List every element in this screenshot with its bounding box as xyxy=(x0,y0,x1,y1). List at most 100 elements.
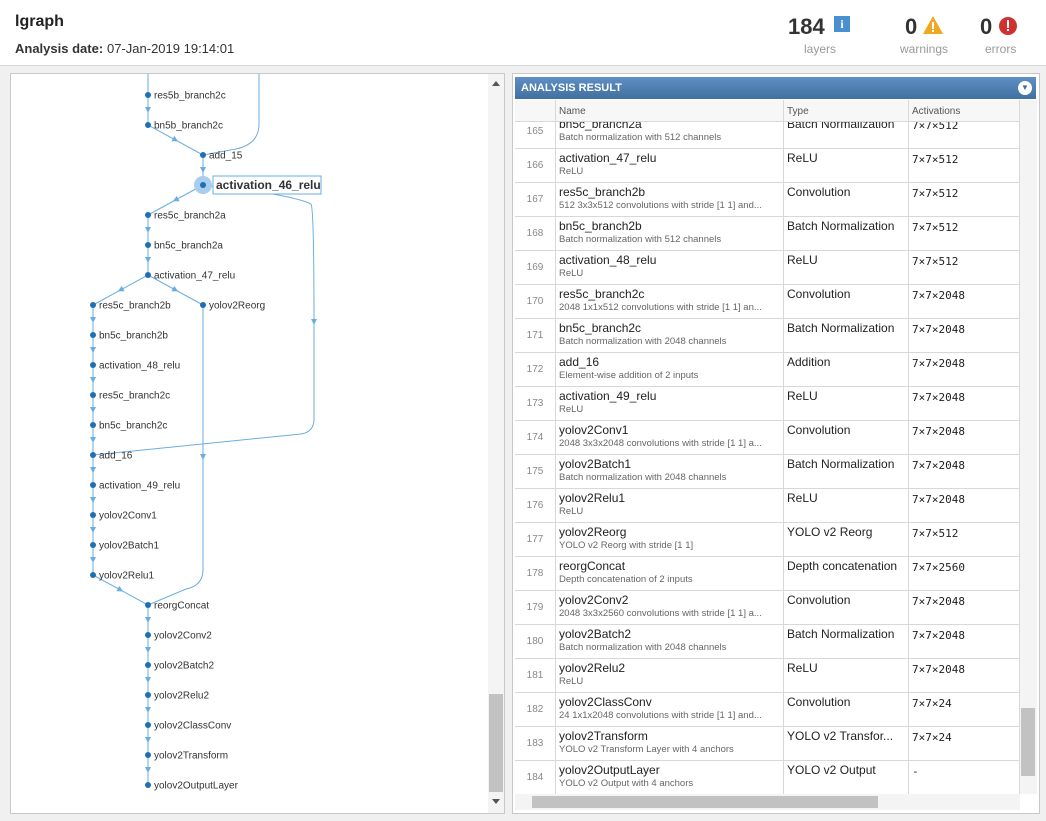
arrow xyxy=(200,454,206,460)
layer-description: Batch normalization with 512 channels xyxy=(559,132,722,143)
h-scrollbar[interactable] xyxy=(515,794,1020,810)
layer-name: yolov2Batch1 xyxy=(559,457,632,471)
layer-name: activation_49_relu xyxy=(559,389,657,403)
header: lgraph Analysis date: 07-Jan-2019 19:14:… xyxy=(0,0,1046,66)
type-cell: Convolution xyxy=(784,693,909,727)
arrow xyxy=(145,737,151,743)
skip-edge xyxy=(202,74,260,156)
row-index: 165 xyxy=(515,122,556,149)
node xyxy=(200,152,206,158)
activations-cell: 7×7×512 xyxy=(909,149,1020,183)
type-cell: ReLU xyxy=(784,489,909,523)
activations-cell: 7×7×512 xyxy=(909,183,1020,217)
name-cell: res5c_branch2b 512 3x3x512 convolutions w… xyxy=(556,183,784,217)
row-index: 178 xyxy=(515,557,556,591)
node-label: bn5c_branch2a xyxy=(154,241,223,252)
row-index: 184 xyxy=(515,761,556,794)
activations-cell: - xyxy=(909,761,1020,794)
name-cell: bn5c_branch2a Batch normalization with 51… xyxy=(556,122,784,149)
node xyxy=(90,362,96,368)
type-cell: ReLU xyxy=(784,251,909,285)
node-label: bn5c_branch2b xyxy=(99,331,168,342)
arrow xyxy=(200,167,206,173)
row-index: 179 xyxy=(515,591,556,625)
h-scrollbar-thumb[interactable] xyxy=(532,796,878,808)
activations-cell: 7×7×2048 xyxy=(909,659,1020,693)
node xyxy=(145,692,151,698)
layer-name: yolov2OutputLayer xyxy=(559,763,660,777)
activations-cell: 7×7×512 xyxy=(909,251,1020,285)
name-cell: activation_48_relu ReLU xyxy=(556,251,784,285)
node xyxy=(200,302,206,308)
v-scrollbar[interactable] xyxy=(1020,100,1037,794)
node-label: res5c_branch2c xyxy=(99,391,170,402)
name-cell: bn5c_branch2b Batch normalization with 51… xyxy=(556,217,784,251)
arrow xyxy=(145,617,151,623)
layer-name: activation_47_relu xyxy=(559,151,657,165)
arrow xyxy=(116,585,124,592)
title: lgraph xyxy=(15,13,64,30)
type-cell: ReLU xyxy=(784,149,909,183)
layer-description: ReLU xyxy=(559,166,584,177)
name-cell: yolov2Conv1 2048 3x3x2048 convolutions wi… xyxy=(556,421,784,455)
row-index: 176 xyxy=(515,489,556,523)
panel-header: ANALYSIS RESULT ▼ xyxy=(515,77,1036,99)
collapse-button[interactable]: ▼ xyxy=(1018,81,1032,95)
date: 07-Jan-2019 19:14:01 xyxy=(107,41,235,56)
layer-description: Batch normalization with 2048 channels xyxy=(559,336,727,347)
arrow xyxy=(90,377,96,383)
arrow xyxy=(145,677,151,683)
type-cell: Batch Normalization xyxy=(784,217,909,251)
row-index: 181 xyxy=(515,659,556,693)
node-label: activation_49_relu xyxy=(99,481,180,492)
row-index: 172 xyxy=(515,353,556,387)
layer-description: 2048 3x3x2048 convolutions with stride [… xyxy=(559,438,762,449)
node xyxy=(145,242,151,248)
layer-description: 2048 1x1x512 convolutions with stride [1… xyxy=(559,302,762,313)
column-header: Activations xyxy=(909,100,1020,122)
arrow xyxy=(117,285,125,292)
node xyxy=(90,542,96,548)
activations-cell: 7×7×512 xyxy=(909,122,1020,149)
node-label: add_15 xyxy=(209,151,243,162)
panel-title: ANALYSIS RESULT xyxy=(521,82,622,94)
activations-cell: 7×7×24 xyxy=(909,693,1020,727)
name-cell: yolov2Transform YOLO v2 Transform Layer w… xyxy=(556,727,784,761)
arrow xyxy=(90,497,96,503)
column-header: Type xyxy=(784,100,909,122)
arrow xyxy=(145,767,151,773)
row-index: 168 xyxy=(515,217,556,251)
node-label: yolov2Relu2 xyxy=(154,691,209,702)
layer-name: add_16 xyxy=(559,355,600,369)
layer-description: YOLO v2 Reorg with stride [1 1] xyxy=(559,540,694,551)
node-label: add_16 xyxy=(99,451,133,462)
layer-graph: res5b_branch2c bn5b_branch2c add_15activat… xyxy=(90,74,504,813)
layer-name: yolov2Relu2 xyxy=(559,661,626,675)
node xyxy=(145,782,151,788)
type-cell: Batch Normalization xyxy=(784,319,909,353)
scrollbar-thumb[interactable] xyxy=(489,694,503,792)
scrollbar[interactable] xyxy=(488,74,504,813)
node-label: yolov2Batch1 xyxy=(99,541,159,552)
type-cell: Convolution xyxy=(784,285,909,319)
name-cell: activation_47_relu ReLU xyxy=(556,149,784,183)
node xyxy=(90,302,96,308)
activations-cell: 7×7×512 xyxy=(909,217,1020,251)
type-cell: Convolution xyxy=(784,183,909,217)
layer-description: Batch normalization with 2048 channels xyxy=(559,472,727,483)
node-label: yolov2Transform xyxy=(154,751,228,762)
layer-name: yolov2Relu1 xyxy=(559,491,626,505)
name-cell: bn5c_branch2c Batch normalization with 20… xyxy=(556,319,784,353)
node-label: bn5c_branch2c xyxy=(99,421,167,432)
node xyxy=(90,482,96,488)
arrow xyxy=(90,557,96,563)
layer-name: bn5c_branch2b xyxy=(559,219,642,233)
layer-description: YOLO v2 Output with 4 anchors xyxy=(559,778,694,789)
type-cell: YOLO v2 Reorg xyxy=(784,523,909,557)
type-cell: ReLU xyxy=(784,387,909,421)
layers-label: layers xyxy=(804,42,837,56)
row-index: 167 xyxy=(515,183,556,217)
v-scrollbar-thumb[interactable] xyxy=(1021,708,1035,776)
node-label: yolov2Relu1 xyxy=(99,571,154,582)
